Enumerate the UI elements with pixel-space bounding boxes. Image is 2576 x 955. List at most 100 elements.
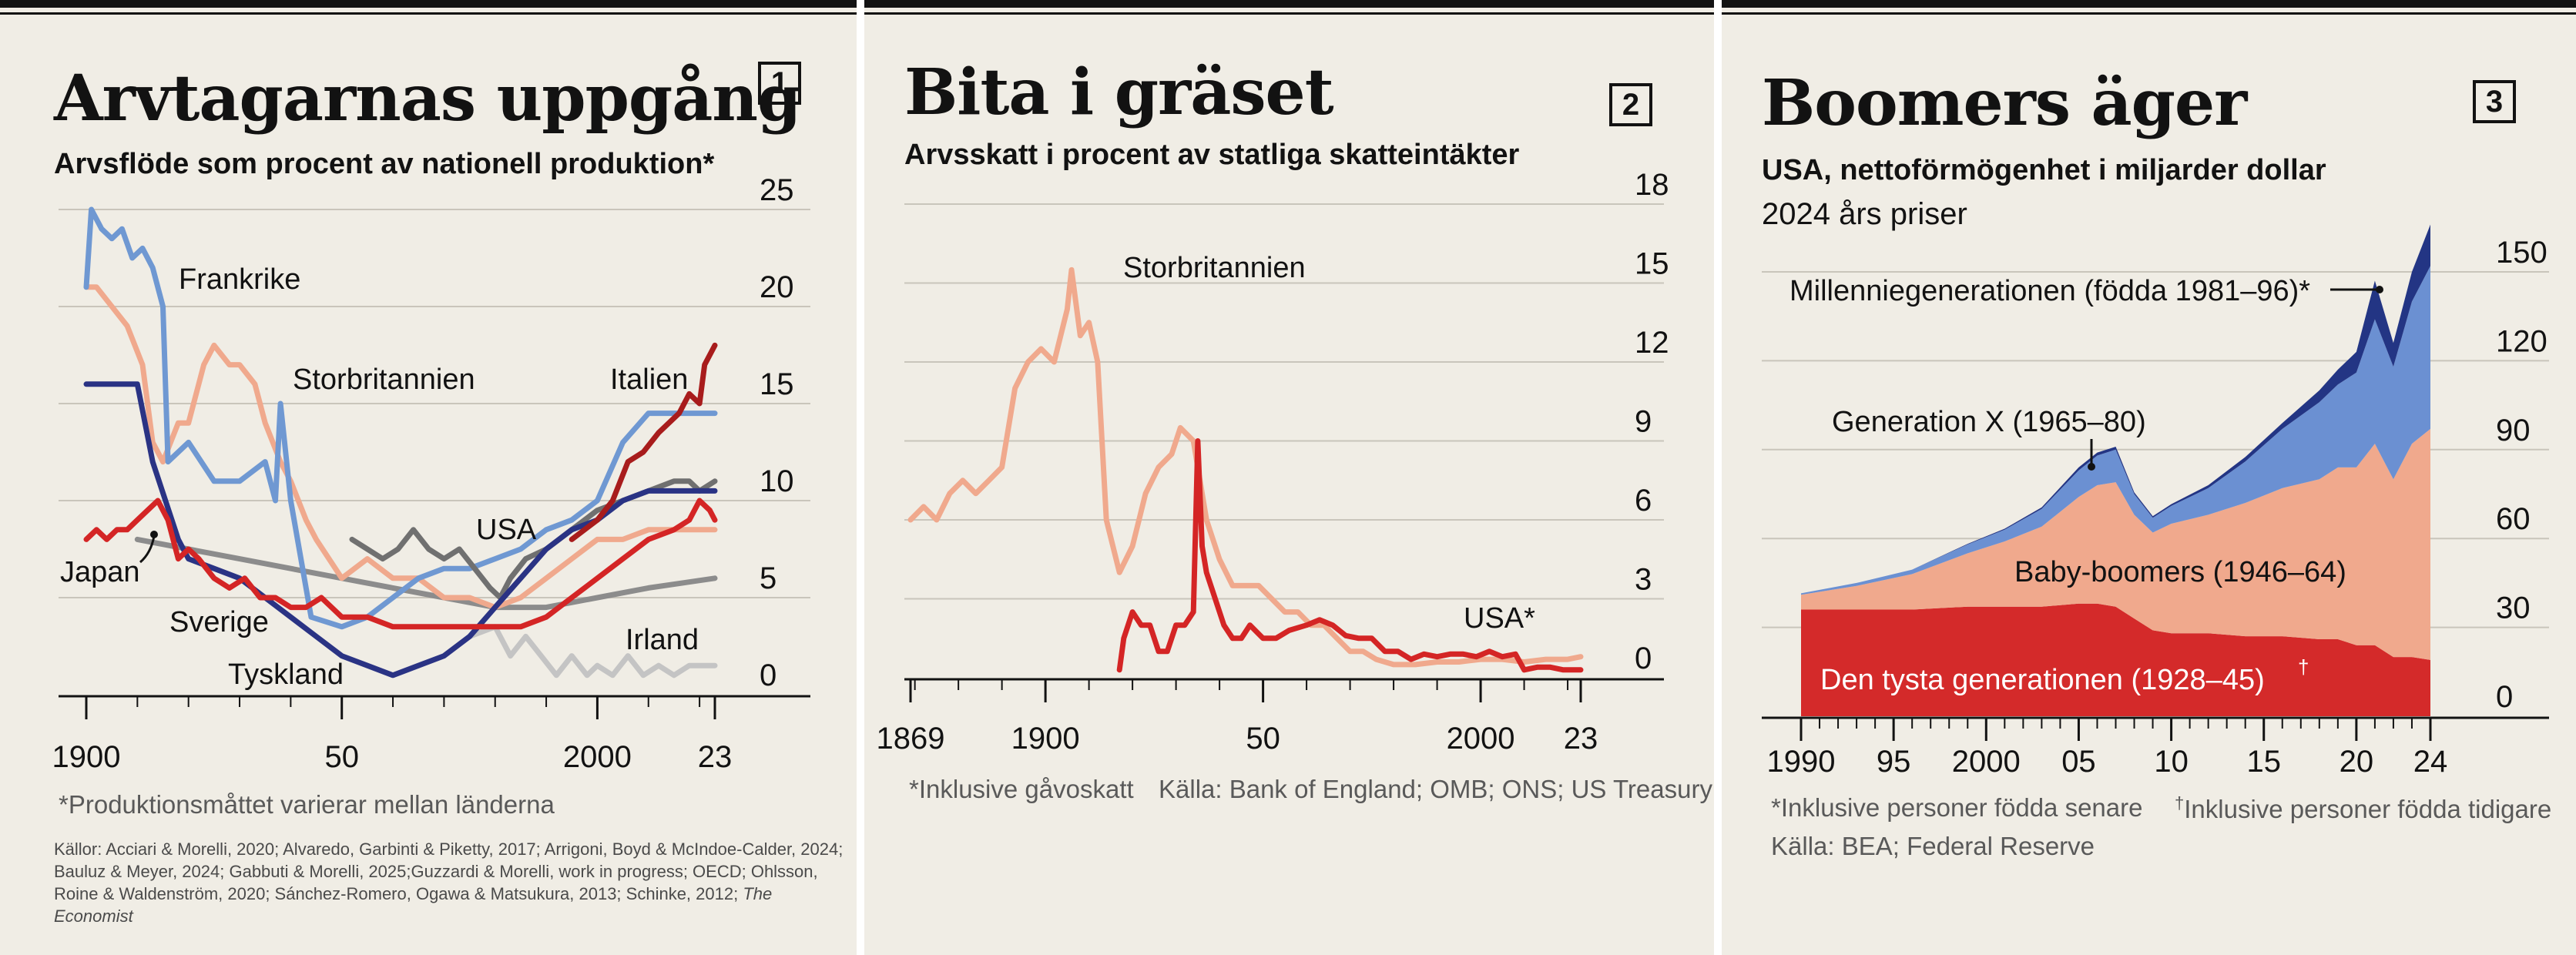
panel-inheritance-flows: Arvtagarnas uppgång 1 Arvsflöde som proc…	[0, 0, 857, 955]
series-label-storbritannien: Storbritannien	[1123, 252, 1306, 284]
series-line-storbritannien	[907, 266, 1584, 668]
series-label-irland: Irland	[626, 624, 699, 656]
series-line-usa	[1116, 438, 1584, 673]
x-tick-label-1900: 1900	[52, 740, 121, 774]
series-line-italien	[569, 342, 718, 542]
y-tick-label-10: 10	[760, 464, 794, 498]
chart-boomers-wealth: 150 120 90 60 30 0 1990 95 2000 05 10 15 20 24 Millenn…	[1762, 224, 2549, 779]
series-label-storbritannien: Storbritannien	[293, 364, 475, 396]
area-baby-boomers-1946-64	[1801, 428, 2430, 660]
x-tick-label-1990: 1990	[1767, 745, 1836, 779]
panel-1-title: Arvtagarnas uppgång	[54, 62, 801, 136]
panel-2-title: Bita i gräset	[904, 55, 1334, 129]
chart-inheritance-tax: 18 15 12 9 6 3 0 1869 1900 50 2000 23 Storbritannien…	[877, 168, 1669, 756]
genx-leader-dot	[2088, 463, 2095, 471]
panel-2-number: 2	[1609, 83, 1652, 126]
y-tick-label-3: 3	[1635, 563, 1652, 597]
y-tick-label-30: 30	[2496, 591, 2531, 625]
x-tick-label-2000: 2000	[1447, 722, 1515, 756]
series-label-tyskland: Tyskland	[228, 658, 344, 691]
y-tick-label-120: 120	[2496, 324, 2547, 358]
millennials-leader-dot	[2376, 286, 2383, 293]
series-label-usa: USA	[476, 514, 537, 546]
panel-1-number: 1	[758, 62, 801, 105]
panel-1-subtitle: Arvsflöde som procent av nationell produ…	[54, 148, 715, 180]
area-den-tysta-generationen-1928-45	[1801, 603, 2430, 716]
x-tick-label-24: 24	[2413, 745, 2448, 779]
y-tick-label-60: 60	[2496, 502, 2531, 536]
series-line-japan	[134, 536, 718, 611]
x-tick-label-1900: 1900	[1011, 722, 1080, 756]
panel-1-source-publication: The Economist	[54, 884, 773, 926]
x-tick-label-20: 20	[2340, 745, 2374, 779]
x-tick-label-50: 50	[324, 740, 359, 774]
panel-3-source: Källa: BEA; Federal Reserve	[1771, 832, 2095, 860]
series-line-tyskland	[83, 381, 718, 679]
x-tick-label-1869: 1869	[877, 722, 945, 756]
series-label-usa: USA*	[1464, 602, 1535, 635]
panel-3-subtitle-prices: 2024 års priser	[1762, 197, 1967, 231]
series-label-silent-mark: †	[2298, 655, 2309, 679]
y-tick-label-9: 9	[1635, 405, 1652, 439]
y-tick-label-5: 5	[760, 561, 776, 595]
y-tick-label-20: 20	[760, 270, 794, 304]
series-line-storbritannien	[83, 284, 718, 611]
x-tick-label-95: 95	[1877, 745, 1911, 779]
series-label-japan: Japan	[60, 556, 140, 588]
series-label-millennials: Millenniegenerationen (födda 1981–96)*	[1789, 275, 2310, 307]
y-tick-label-0: 0	[760, 658, 776, 692]
panel-inheritance-tax: Bita i gräset 2 Arvsskatt i procent av s…	[864, 0, 1714, 955]
y-tick-label-15: 15	[1635, 247, 1669, 281]
top-rule	[1722, 0, 2576, 8]
panel-1-source: Källor: Acciari & Morelli, 2020; Alvared…	[54, 838, 855, 927]
panel-2-source: Källa: Bank of England; OMB; ONS; US Tre…	[1159, 775, 1712, 803]
series-label-sverige: Sverige	[169, 606, 269, 638]
panel-2-subtitle: Arvsskatt i procent av statliga skattein…	[904, 139, 1520, 171]
top-rule-thin	[0, 12, 857, 15]
panel-boomers-wealth: Boomers äger 3 USA, nettoförmögenhet i m…	[1722, 0, 2576, 955]
x-tick-label-10: 10	[2154, 745, 2189, 779]
y-tick-label-15: 15	[760, 367, 794, 401]
panel-3-subtitle: USA, nettoförmögenhet i miljarder dollar	[1762, 154, 2326, 186]
series-label-frankrike: Frankrike	[179, 263, 300, 296]
y-tick-label-150: 150	[2496, 236, 2547, 270]
panel-1-footnote: *Produktionsmåttet varierar mellan lände…	[59, 790, 555, 819]
x-tick-label-23: 23	[1564, 722, 1598, 756]
x-tick-label-50: 50	[1246, 722, 1280, 756]
top-rule-thin	[1722, 12, 2576, 15]
series-label-genx: Generation X (1965–80)	[1832, 406, 2146, 438]
series-label-boomers: Baby-boomers (1946–64)	[2014, 556, 2346, 588]
series-line-irland	[467, 624, 718, 679]
y-tick-label-0: 0	[1635, 642, 1652, 675]
area-millenniegenerationen-födda-1981-96	[1801, 224, 2430, 594]
area-generation-x-1965-80	[1801, 266, 2430, 595]
x-tick-label-23: 23	[698, 740, 733, 774]
top-rule-thin	[864, 12, 1714, 15]
x-tick-label-2000: 2000	[563, 740, 632, 774]
panel-3-footnote-earlier: †Inklusive personer födda tidigare	[2175, 793, 2551, 824]
japan-leader-dot	[150, 531, 158, 538]
series-line-usa	[349, 478, 718, 601]
y-tick-label-18: 18	[1635, 168, 1669, 202]
series-label-silent: Den tysta generationen (1928–45)	[1820, 664, 2265, 696]
y-tick-label-25: 25	[760, 173, 794, 207]
series-line-frankrike	[83, 206, 718, 630]
panel-1-source-text: Källor: Acciari & Morelli, 2020; Alvared…	[54, 839, 844, 903]
x-tick-label-2000: 2000	[1952, 745, 2021, 779]
dagger-mark: †	[2175, 793, 2185, 813]
panel-3-footnote-later: *Inklusive personer födda senare	[1771, 793, 2143, 822]
series-label-italien: Italien	[610, 364, 688, 396]
y-tick-label-0: 0	[2496, 680, 2513, 714]
x-tick-label-05: 05	[2061, 745, 2096, 779]
panel-3-title: Boomers äger	[1762, 66, 2247, 140]
x-tick-label-15: 15	[2246, 745, 2281, 779]
japan-leader-line	[139, 535, 156, 564]
top-rule	[0, 0, 857, 8]
series-line-sverige	[83, 498, 718, 630]
top-rule	[864, 0, 1714, 8]
panel-3-number: 3	[2473, 80, 2516, 123]
panel-3-footnote-earlier-text: Inklusive personer födda tidigare	[2184, 795, 2552, 823]
panel-2-footnote: *Inklusive gåvoskatt	[909, 775, 1134, 803]
y-tick-label-6: 6	[1635, 484, 1652, 518]
